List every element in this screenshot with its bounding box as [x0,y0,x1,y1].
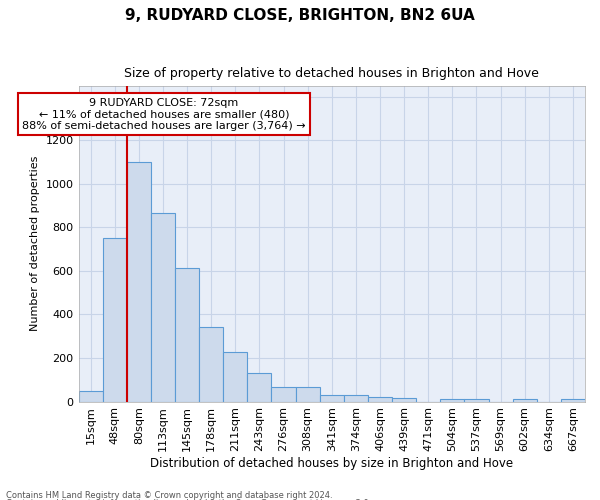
Bar [151,212,175,402]
Title: Size of property relative to detached houses in Brighton and Hove: Size of property relative to detached ho… [124,68,539,80]
Bar [103,238,127,402]
Bar [223,352,247,402]
Bar [440,400,464,402]
Bar [271,388,296,402]
Text: 9, RUDYARD CLOSE, BRIGHTON, BN2 6UA: 9, RUDYARD CLOSE, BRIGHTON, BN2 6UA [125,8,475,22]
Bar [512,400,537,402]
Bar [368,397,392,402]
Text: Contains HM Land Registry data © Crown copyright and database right 2024.: Contains HM Land Registry data © Crown c… [6,490,332,500]
Text: Contains public sector information licensed under the Open Government Licence v3: Contains public sector information licen… [6,499,371,500]
X-axis label: Distribution of detached houses by size in Brighton and Hove: Distribution of detached houses by size … [150,457,514,470]
Bar [320,396,344,402]
Bar [392,398,416,402]
Bar [561,399,585,402]
Bar [127,162,151,402]
Bar [296,387,320,402]
Text: 9 RUDYARD CLOSE: 72sqm
← 11% of detached houses are smaller (480)
88% of semi-de: 9 RUDYARD CLOSE: 72sqm ← 11% of detached… [22,98,305,130]
Y-axis label: Number of detached properties: Number of detached properties [30,156,40,332]
Bar [247,374,271,402]
Bar [344,396,368,402]
Bar [464,399,488,402]
Bar [199,327,223,402]
Bar [175,268,199,402]
Bar [79,391,103,402]
